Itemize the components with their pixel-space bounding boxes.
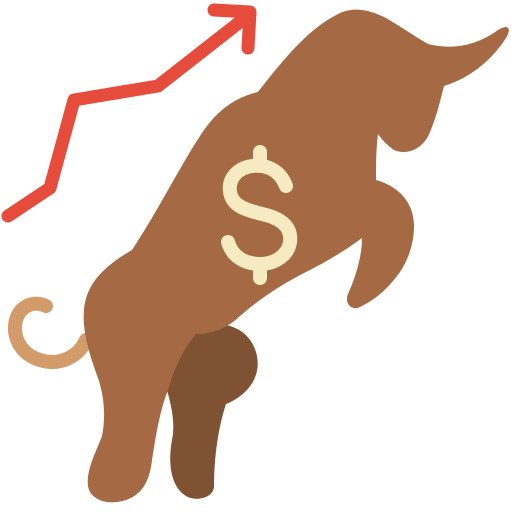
bull-body	[83, 9, 509, 503]
bull-tail	[8, 296, 93, 369]
trend-up-arrow-icon	[1, 3, 257, 223]
bull-back-leg	[163, 324, 258, 499]
dollar-sign-icon	[221, 145, 298, 285]
